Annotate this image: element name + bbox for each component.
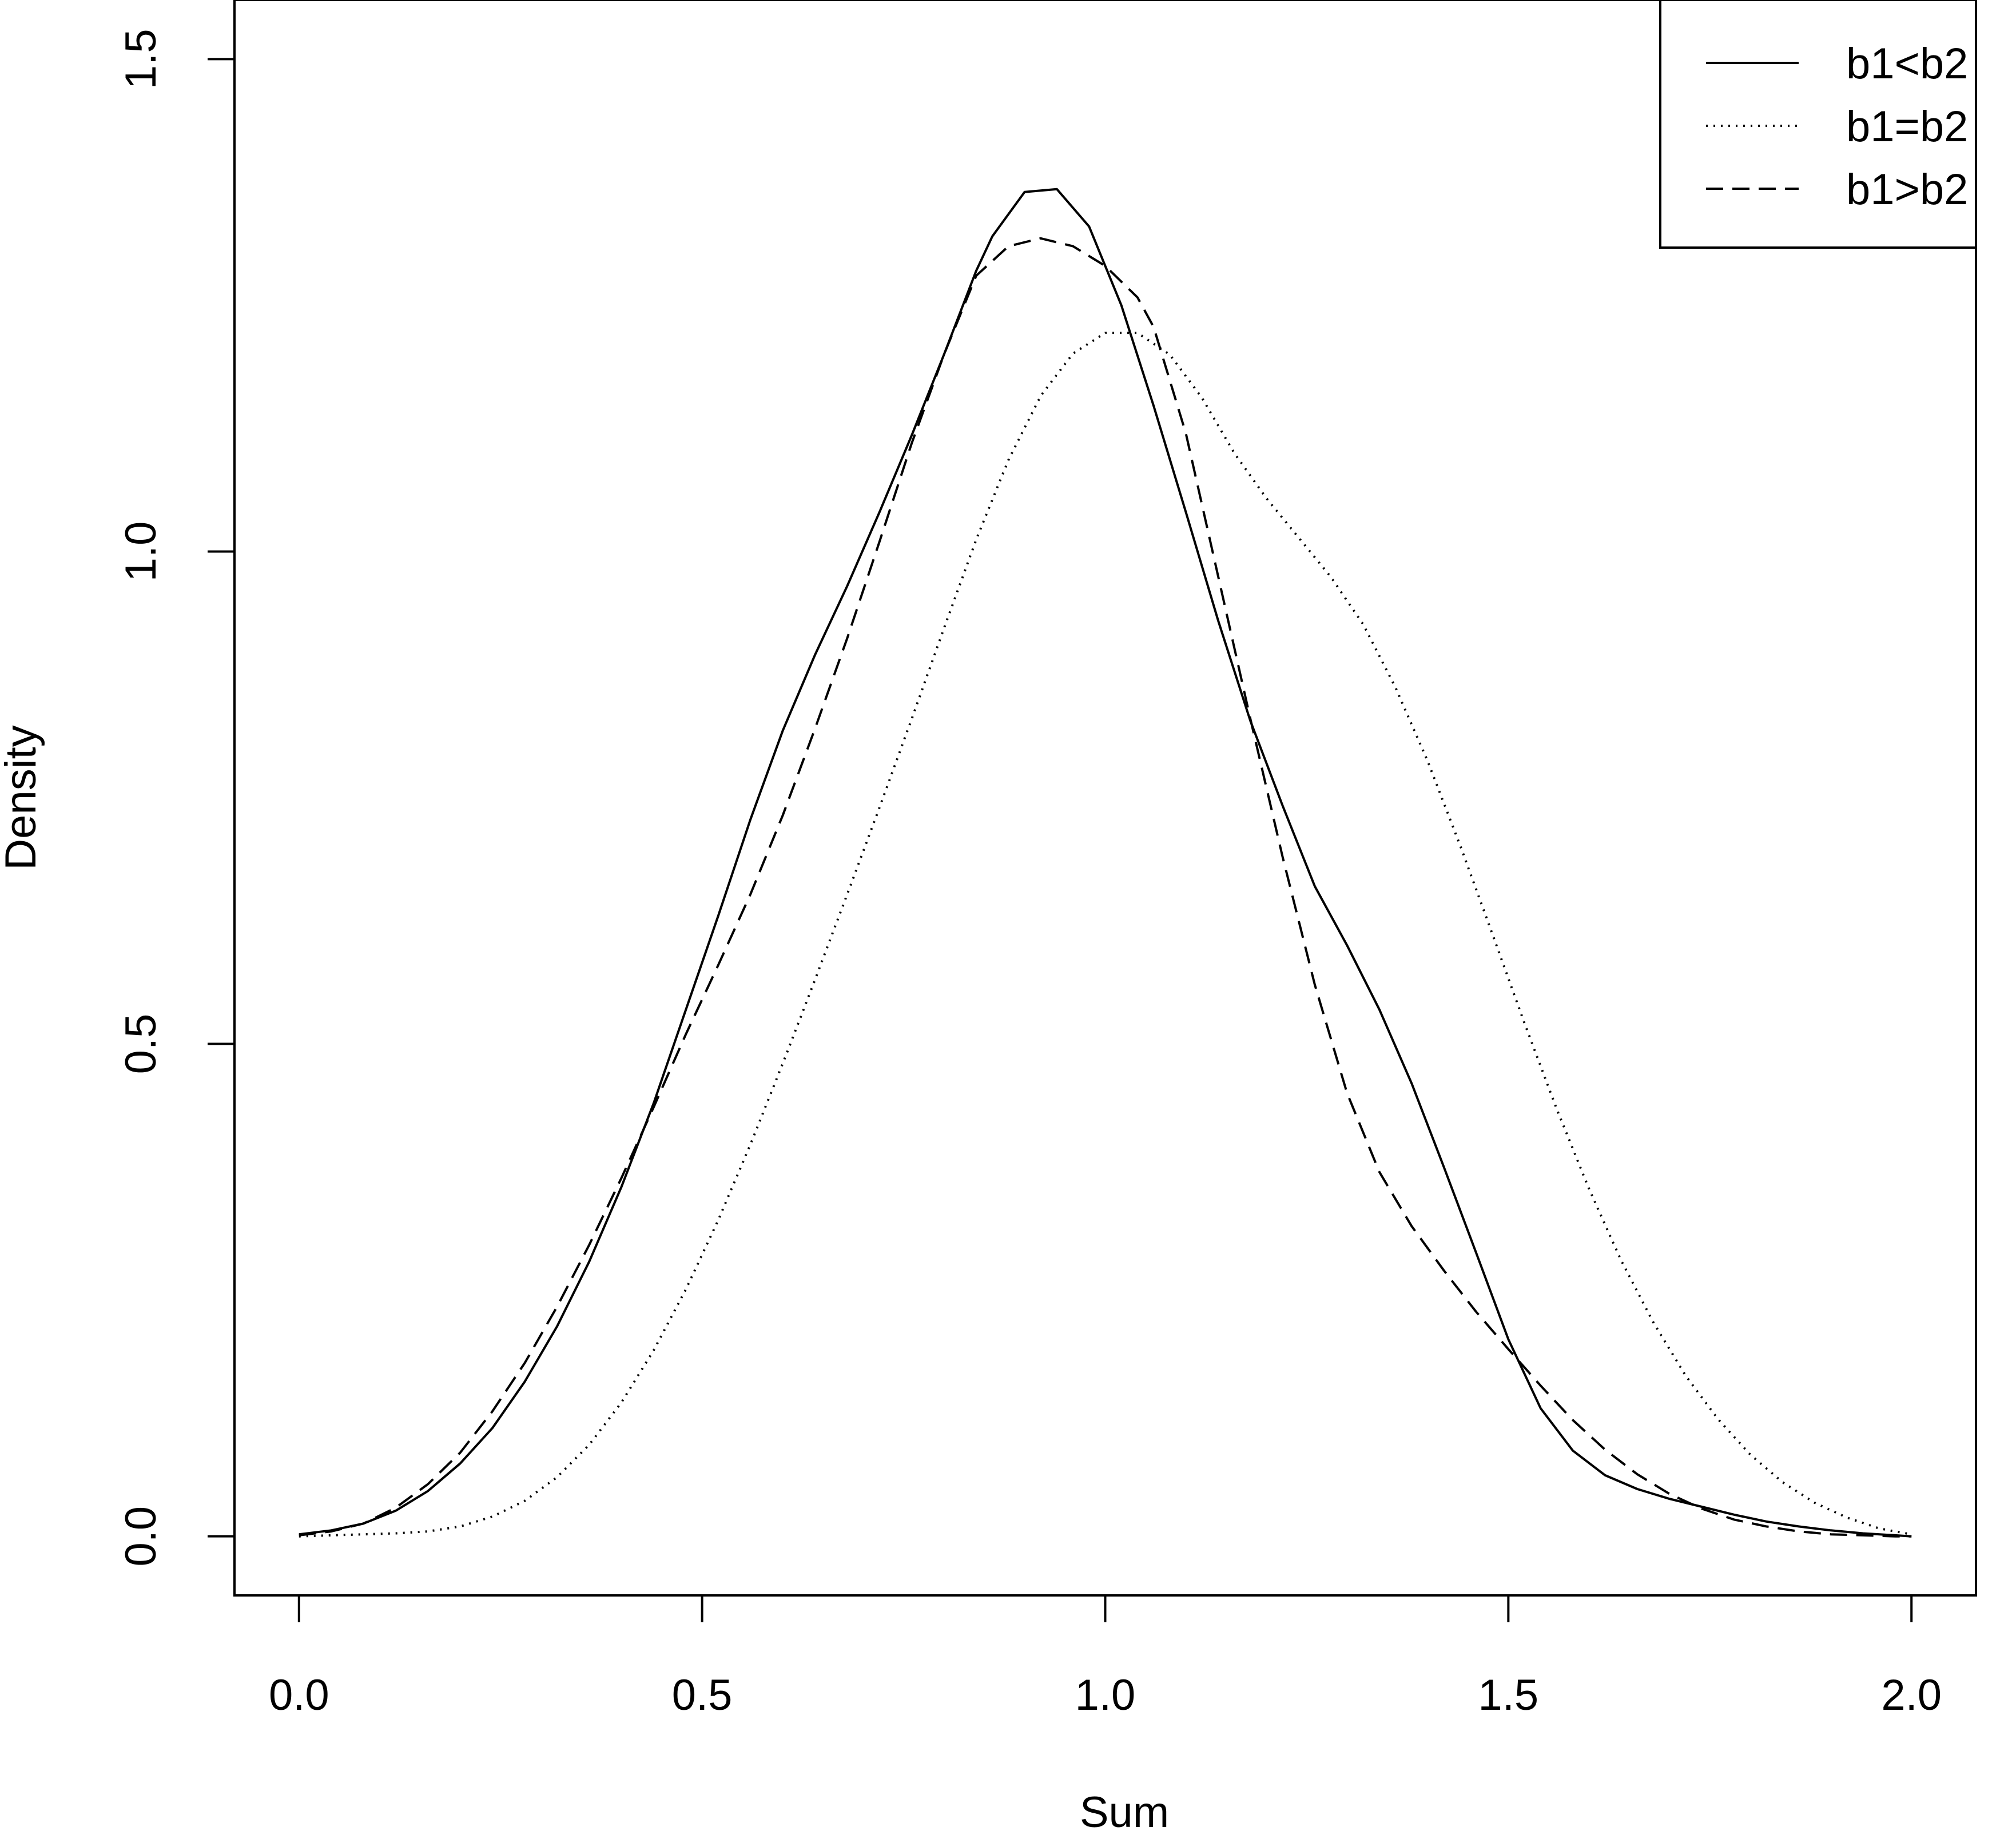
legend-box	[1659, 0, 1977, 249]
legend: b1<b2 b1=b2 b1>b2	[1659, 0, 1977, 249]
x-tick-label: 0.5	[672, 1671, 733, 1719]
series-lines	[299, 188, 1912, 1538]
y-axis-label: Density	[0, 725, 45, 870]
y-tick-label: 1.5	[117, 29, 165, 90]
y-tick-label: 0.0	[117, 1506, 165, 1567]
x-axis-label: Sum	[1080, 1788, 1169, 1831]
x-tick-label: 0.0	[269, 1671, 329, 1719]
legend-label: b1>b2	[1846, 165, 1968, 214]
x-tick-label: 2.0	[1881, 1671, 1942, 1719]
series-line-solid	[299, 188, 1912, 1538]
legend-label: b1=b2	[1846, 102, 1968, 151]
x-axis: 0.0 0.5 1.0 1.5 2.0	[269, 1594, 1942, 1719]
legend-label: b1<b2	[1846, 39, 1968, 88]
y-tick-label: 0.5	[117, 1014, 165, 1074]
series-line-dashed	[299, 237, 1912, 1538]
y-tick-label: 1.0	[117, 522, 165, 582]
x-tick-label: 1.5	[1478, 1671, 1539, 1719]
series-line-dotted	[299, 332, 1912, 1538]
x-tick-label: 1.0	[1075, 1671, 1136, 1719]
y-axis: 0.0 0.5 1.0 1.5	[117, 29, 236, 1567]
